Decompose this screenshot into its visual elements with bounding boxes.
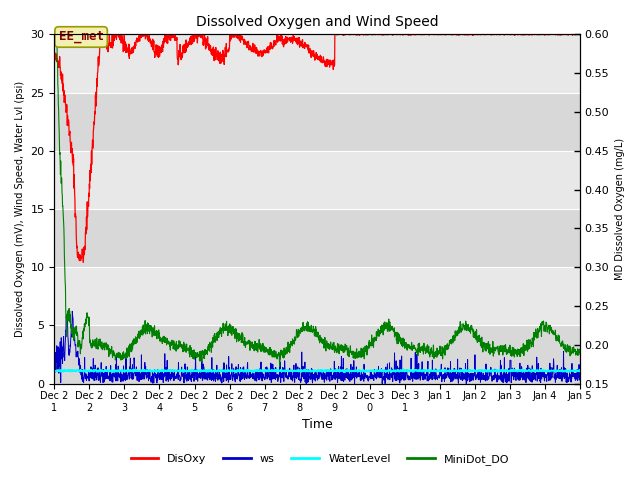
DisOxy xyxy=(561,32,569,37)
DisOxy xyxy=(98,32,106,37)
Legend: DisOxy, ws, WaterLevel, MiniDot_DO: DisOxy, ws, WaterLevel, MiniDot_DO xyxy=(126,450,514,469)
WaterLevel xyxy=(387,370,395,375)
WaterLevel xyxy=(77,368,85,374)
WaterLevel xyxy=(306,369,314,374)
MiniDot_DO xyxy=(307,326,314,332)
WaterLevel xyxy=(292,368,300,374)
WaterLevel xyxy=(399,366,407,372)
DisOxy xyxy=(561,32,569,37)
WaterLevel xyxy=(465,368,472,373)
Bar xyxy=(54,325,580,384)
ws xyxy=(292,372,300,378)
Title: Dissolved Oxygen and Wind Speed: Dissolved Oxygen and Wind Speed xyxy=(196,15,438,29)
ws xyxy=(51,358,58,364)
Bar xyxy=(54,35,580,93)
ws xyxy=(576,369,584,375)
Line: ws: ws xyxy=(54,312,580,384)
ws xyxy=(302,381,310,386)
Y-axis label: MD Dissolved Oxygen (mg/L): MD Dissolved Oxygen (mg/L) xyxy=(615,138,625,280)
DisOxy xyxy=(79,259,87,265)
MiniDot_DO xyxy=(465,327,472,333)
DisOxy xyxy=(307,49,314,55)
MiniDot_DO xyxy=(561,347,569,352)
Bar xyxy=(54,209,580,267)
ws xyxy=(77,367,85,372)
ws xyxy=(561,374,569,380)
ws xyxy=(307,372,314,378)
Line: DisOxy: DisOxy xyxy=(54,35,580,262)
WaterLevel xyxy=(561,369,569,374)
MiniDot_DO xyxy=(77,344,85,350)
DisOxy xyxy=(77,254,85,260)
DisOxy xyxy=(465,32,472,38)
MiniDot_DO xyxy=(276,363,284,369)
MiniDot_DO xyxy=(561,346,568,352)
DisOxy xyxy=(292,40,300,46)
Line: WaterLevel: WaterLevel xyxy=(54,369,580,372)
WaterLevel xyxy=(576,368,584,373)
X-axis label: Time: Time xyxy=(301,419,333,432)
Line: MiniDot_DO: MiniDot_DO xyxy=(54,35,580,366)
ws xyxy=(68,309,76,314)
Y-axis label: Dissolved Oxygen (mV), Wind Speed, Water Lvl (psi): Dissolved Oxygen (mV), Wind Speed, Water… xyxy=(15,81,25,337)
DisOxy xyxy=(576,32,584,37)
WaterLevel xyxy=(51,368,58,373)
Bar xyxy=(54,151,580,209)
ws xyxy=(561,370,569,376)
ws xyxy=(465,374,472,380)
Text: EE_met: EE_met xyxy=(59,30,104,44)
Bar xyxy=(54,93,580,151)
WaterLevel xyxy=(561,368,569,374)
MiniDot_DO xyxy=(51,32,58,37)
MiniDot_DO xyxy=(576,351,584,357)
MiniDot_DO xyxy=(292,335,300,340)
Bar xyxy=(54,267,580,325)
DisOxy xyxy=(51,53,58,59)
